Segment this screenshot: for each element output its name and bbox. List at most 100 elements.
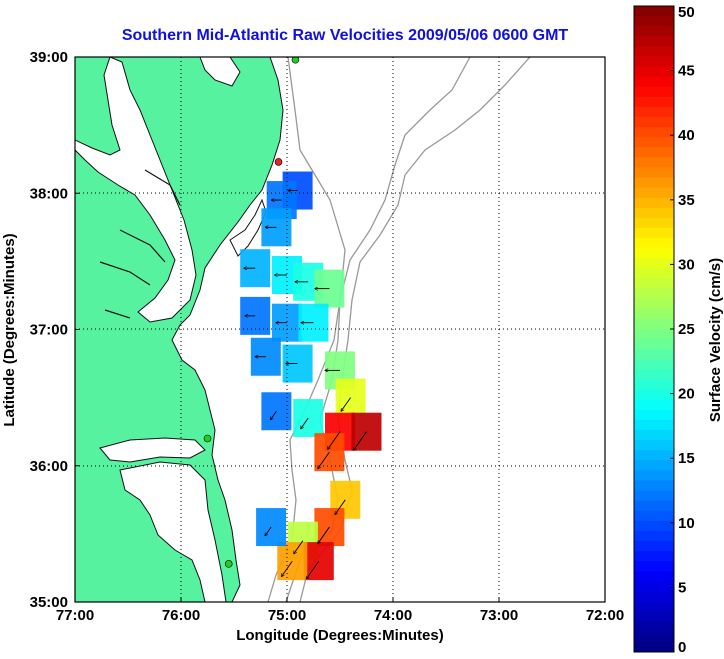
y-tick-label: 36:00	[30, 458, 68, 475]
colorbar-step	[634, 157, 674, 168]
colorbar-step	[634, 298, 674, 310]
radar-site-0	[291, 57, 300, 64]
y-tick-label: 35:00	[30, 594, 68, 611]
colorbar-step	[634, 207, 674, 219]
velocity-vector-17	[354, 431, 367, 450]
velocity-vector-15	[301, 417, 309, 429]
colorbar-step	[634, 490, 674, 502]
colorbar-step	[634, 601, 674, 613]
colorbar-step	[634, 76, 674, 88]
colorbar-step	[634, 611, 674, 623]
colorbar-step	[634, 106, 674, 118]
colorbar-step	[634, 167, 674, 179]
velocity-vector-16	[328, 431, 341, 450]
colorbar-step	[634, 127, 674, 138]
velocity-vector-24	[265, 526, 272, 536]
colorbar-step	[634, 228, 674, 239]
colorbar-step	[634, 409, 674, 421]
radar-site-1	[274, 158, 283, 166]
chesapeake-bay	[75, 57, 197, 323]
colorbar-step	[634, 217, 674, 229]
colorbar-step	[634, 177, 674, 189]
grid	[75, 57, 605, 602]
velocity-vectors	[244, 191, 367, 579]
radar-site-3	[224, 560, 233, 568]
velocity-vector-22	[306, 560, 320, 579]
y-tick-label: 37:00	[30, 322, 68, 339]
x-axis-label: Longitude (Degrees:Minutes)	[236, 627, 444, 644]
colorbar-step	[634, 308, 674, 320]
x-axis-ticks: 77:00 76:00 75:00 74:00 73:00 72:00	[56, 597, 624, 624]
albemarle-sound	[99, 437, 206, 463]
colorbar-step	[634, 66, 674, 78]
colorbar-label: Surface Velocity (cm/s)	[707, 258, 724, 422]
colorbar-tick-label: 25	[678, 321, 695, 338]
colorbar-tick-label: 0	[678, 639, 686, 656]
colorbar-step	[634, 36, 674, 47]
radar-site-2	[203, 434, 212, 443]
colorbar-step	[634, 268, 674, 280]
colorbar-step	[634, 621, 674, 633]
colorbar-step	[634, 238, 674, 249]
radar-sites	[203, 57, 300, 568]
colorbar-step	[634, 581, 674, 592]
colorbar-step	[634, 419, 674, 431]
colorbar-step	[634, 429, 674, 441]
pamlico-sound	[119, 461, 227, 602]
colorbar-tick-label: 20	[678, 386, 695, 403]
colorbar-tick-label: 35	[678, 192, 695, 209]
colorbar-step	[634, 288, 674, 300]
colorbar-step	[634, 591, 674, 603]
y-axis-label: Latitude (Degrees:Minutes)	[1, 233, 18, 426]
velocity-vector-19	[335, 499, 346, 515]
colorbar-step	[634, 641, 674, 653]
colorbar-step	[634, 470, 674, 481]
colorbar-step	[634, 389, 674, 401]
y-tick-label: 39:00	[30, 49, 68, 66]
colorbar-step	[634, 26, 674, 37]
colorbar-step	[634, 460, 674, 471]
colorbar-step	[634, 480, 674, 491]
x-tick-label: 73:00	[480, 607, 518, 624]
velocity-vector-20	[318, 526, 330, 543]
colorbar-step	[634, 500, 674, 512]
colorbar-step	[634, 318, 674, 330]
colorbar-tick-label: 45	[678, 63, 695, 80]
colorbar-step	[634, 117, 674, 128]
colorbar-step	[634, 631, 674, 643]
colorbar-step	[634, 561, 674, 572]
velocity-vector-21	[294, 540, 304, 554]
colorbar-step	[634, 197, 674, 209]
colorbar-tick-label: 40	[678, 127, 695, 144]
bay-river-1	[99, 169, 181, 319]
colorbar-step	[634, 56, 674, 68]
y-tick-label: 38:00	[30, 185, 68, 202]
colorbar-step	[634, 16, 674, 27]
colorbar-step	[634, 137, 674, 148]
y-axis-ticks: 39:00 38:00 37:00 36:00 35:00	[30, 49, 80, 611]
colorbar-tick-label: 15	[678, 450, 695, 467]
colorbar-step	[634, 86, 674, 98]
colorbar-step	[634, 369, 674, 380]
colorbar-step	[634, 530, 674, 542]
colorbar-step	[634, 147, 674, 158]
velocity-vector-13	[341, 397, 351, 412]
colorbar-step	[634, 329, 674, 340]
colorbar-step	[634, 339, 674, 350]
x-tick-label: 72:00	[586, 607, 624, 624]
colorbar-step	[634, 258, 674, 269]
velocity-vector-23	[282, 560, 293, 576]
x-tick-label: 76:00	[162, 607, 200, 624]
x-tick-label: 77:00	[56, 607, 94, 624]
colorbar-step	[634, 540, 674, 552]
colorbar-step	[634, 399, 674, 411]
colorbar-step	[634, 46, 674, 57]
colorbar-step	[634, 359, 674, 370]
colorbar-step	[634, 440, 674, 451]
colorbar-step	[634, 450, 674, 461]
colorbar-step	[634, 278, 674, 290]
colorbar-step	[634, 349, 674, 360]
colorbar-step	[634, 520, 674, 532]
